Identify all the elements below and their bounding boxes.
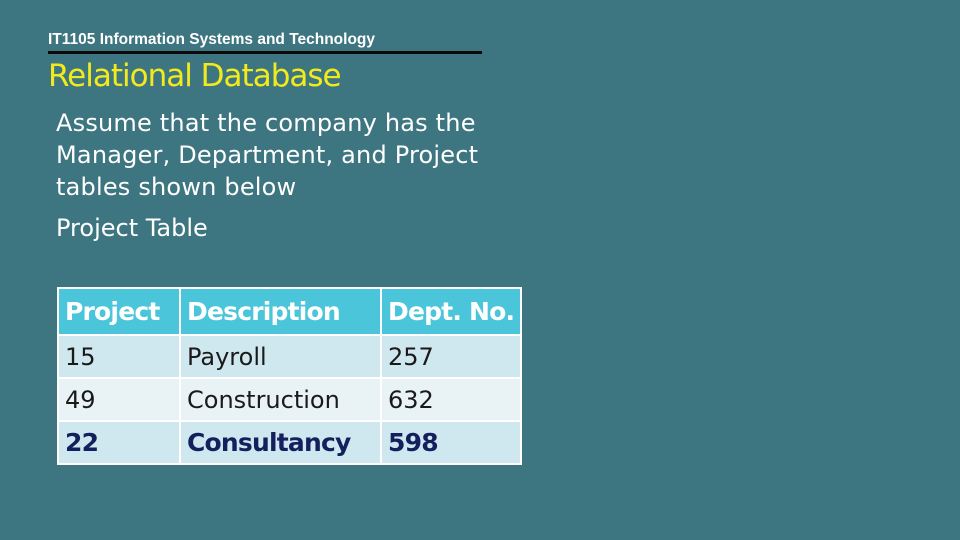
- cell-description: Construction: [179, 377, 382, 422]
- cell-project: 15: [57, 334, 181, 379]
- cell-description: Consultancy: [179, 420, 382, 465]
- body-text: Assume that the company has the Manager,…: [56, 109, 479, 201]
- header-rule: [48, 51, 482, 54]
- table-caption: Project Table: [56, 214, 208, 242]
- table-row: 15 Payroll 257: [57, 334, 523, 379]
- course-name: IT1105 Information Systems and Technolog…: [48, 31, 376, 48]
- cell-dept-no: 598: [379, 420, 523, 465]
- cell-description: Payroll: [179, 334, 382, 379]
- header-project: Project: [57, 287, 181, 336]
- cell-dept-no: 257: [379, 334, 523, 379]
- cell-project: 22: [57, 420, 181, 465]
- header-dept-no: Dept. No.: [379, 287, 523, 336]
- cell-project: 49: [57, 377, 181, 422]
- table-row: 49 Construction 632: [57, 377, 523, 422]
- table-row: 22 Consultancy 598: [57, 420, 523, 465]
- table-header-row: Project Description Dept. No.: [57, 287, 523, 336]
- cell-dept-no: 632: [379, 377, 523, 422]
- header-description: Description: [179, 287, 382, 336]
- slide-title: Relational Database: [48, 58, 342, 94]
- project-table: Project Description Dept. No. 15 Payroll…: [57, 287, 523, 465]
